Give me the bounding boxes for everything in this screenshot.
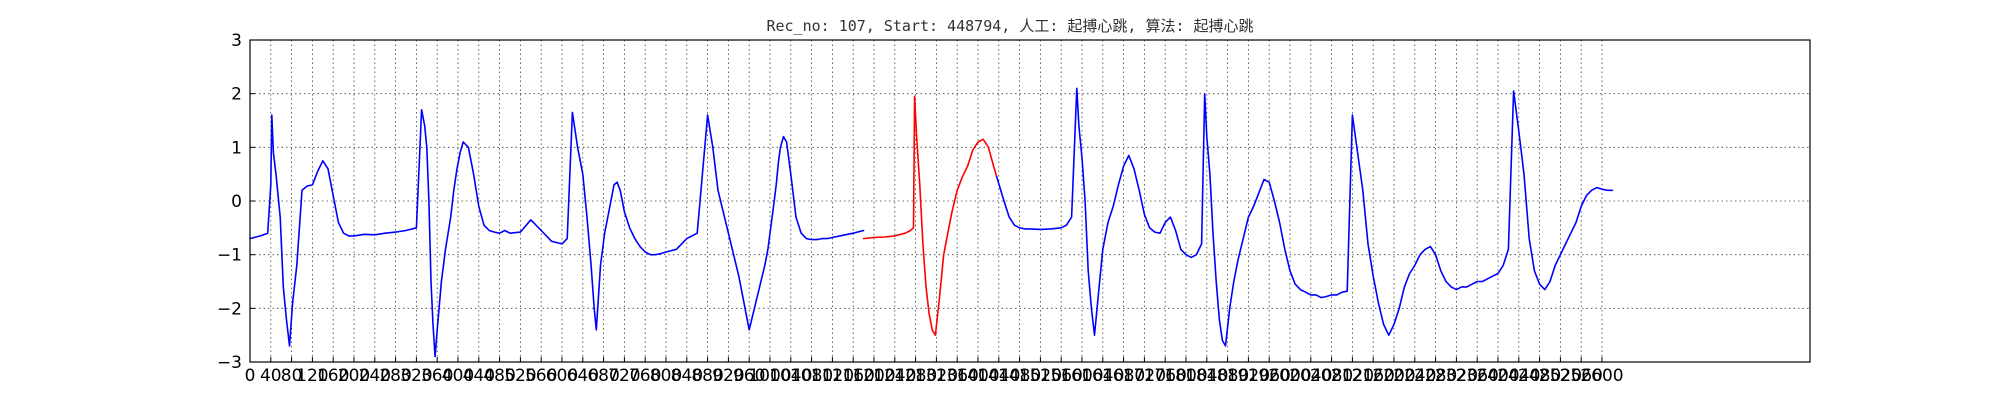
x-tick-label: 240 <box>359 366 391 386</box>
y-tick-label: −1 <box>217 246 242 266</box>
ecg-series-line-1 <box>249 109 865 358</box>
x-tick-label: 1080 <box>790 366 833 386</box>
chart-title: Rec_no: 107, Start: 448794, 人工: 起搏心跳, 算法… <box>766 17 1253 35</box>
x-tick-label: 1800 <box>1164 366 1207 386</box>
x-tick-label: 1200 <box>852 366 895 386</box>
axes: 0 40 8012016020024028032036040044048052056… <box>217 31 1624 386</box>
x-tick-label: 1760 <box>1144 366 1187 386</box>
x-tick-label: 1640 <box>1081 366 1124 386</box>
x-tick-label: 560 <box>525 366 557 386</box>
x-tick-label: 1400 <box>956 366 999 386</box>
x-tick-label: 2200 <box>1372 366 1415 386</box>
x-tick-label: 2000 <box>1268 366 1311 386</box>
x-tick-label: 2400 <box>1476 366 1519 386</box>
x-tick-label: 960 <box>733 366 765 386</box>
x-tick-label: 1840 <box>1185 366 1228 386</box>
plot-area <box>249 87 1614 358</box>
x-tick-label: 1000 <box>748 366 791 386</box>
x-tick-label: 1120 <box>811 366 854 386</box>
x-tick-label: 1440 <box>977 366 1020 386</box>
x-tick-label: 0 <box>245 366 256 386</box>
x-tick-label: 680 <box>587 366 619 386</box>
x-tick-label: 2280 <box>1414 366 1457 386</box>
y-tick-label: 2 <box>231 85 242 105</box>
x-tick-label: 1600 <box>1060 366 1103 386</box>
x-tick-label: 1240 <box>873 366 916 386</box>
y-tick-label: 1 <box>231 138 242 158</box>
x-tick-label: 2560 <box>1560 366 1603 386</box>
x-tick-label: 360 <box>421 366 453 386</box>
x-tick-label: 2440 <box>1497 366 1540 386</box>
x-tick-label: 2160 <box>1352 366 1395 386</box>
x-tick-label: 1480 <box>998 366 1041 386</box>
x-tick-label: 1920 <box>1227 366 1270 386</box>
x-tick-label: 1160 <box>832 366 875 386</box>
x-tick-label: 1520 <box>1019 366 1062 386</box>
x-tick-label: 1960 <box>1248 366 1291 386</box>
ecg-series-line-3 <box>995 87 1614 347</box>
x-tick-label: 80 <box>281 366 303 386</box>
x-tick-label: 1320 <box>915 366 958 386</box>
x-tick-label: 2120 <box>1331 366 1374 386</box>
x-tick-label: 1360 <box>936 366 979 386</box>
x-tick-label: 1680 <box>1102 366 1145 386</box>
x-tick-label: 1880 <box>1206 366 1249 386</box>
x-tick-label: 200 <box>338 366 370 386</box>
x-tick-label: 640 <box>567 366 599 386</box>
x-tick-label: 2320 <box>1435 366 1478 386</box>
x-tick-label: 840 <box>671 366 703 386</box>
x-tick-label: 440 <box>463 366 495 386</box>
x-tick-label: 1280 <box>894 366 937 386</box>
x-tick-label: 1720 <box>1123 366 1166 386</box>
x-tick-label: 760 <box>629 366 661 386</box>
x-tick-label: 800 <box>650 366 682 386</box>
x-tick-label: 2520 <box>1539 366 1582 386</box>
x-tick-label: 520 <box>504 366 536 386</box>
y-tick-label: 0 <box>231 192 242 212</box>
y-tick-label: −3 <box>217 353 242 373</box>
x-tick-label: 40 <box>260 366 282 386</box>
x-tick-label: 480 <box>483 366 515 386</box>
x-tick-label: 600 <box>546 366 578 386</box>
x-tick-label: 120 <box>296 366 328 386</box>
x-tick-label: 2600 <box>1580 366 1623 386</box>
x-tick-label: 920 <box>712 366 744 386</box>
grid <box>250 40 1810 362</box>
x-tick-label: 2360 <box>1456 366 1499 386</box>
x-tick-label: 880 <box>691 366 723 386</box>
x-tick-label: 720 <box>608 366 640 386</box>
ecg-series-line-2 <box>862 95 998 337</box>
x-tick-label: 2040 <box>1289 366 1332 386</box>
x-tick-label: 160 <box>317 366 349 386</box>
x-tick-label: 2080 <box>1310 366 1353 386</box>
x-tick-label: 2240 <box>1393 366 1436 386</box>
y-tick-label: −2 <box>217 299 242 319</box>
x-tick-label: 400 <box>442 366 474 386</box>
x-tick-label: 1560 <box>1040 366 1083 386</box>
x-tick-label: 280 <box>379 366 411 386</box>
x-tick-label: 2480 <box>1518 366 1561 386</box>
x-tick-label: 320 <box>400 366 432 386</box>
y-tick-label: 3 <box>231 31 242 51</box>
x-tick-label: 1040 <box>769 366 812 386</box>
